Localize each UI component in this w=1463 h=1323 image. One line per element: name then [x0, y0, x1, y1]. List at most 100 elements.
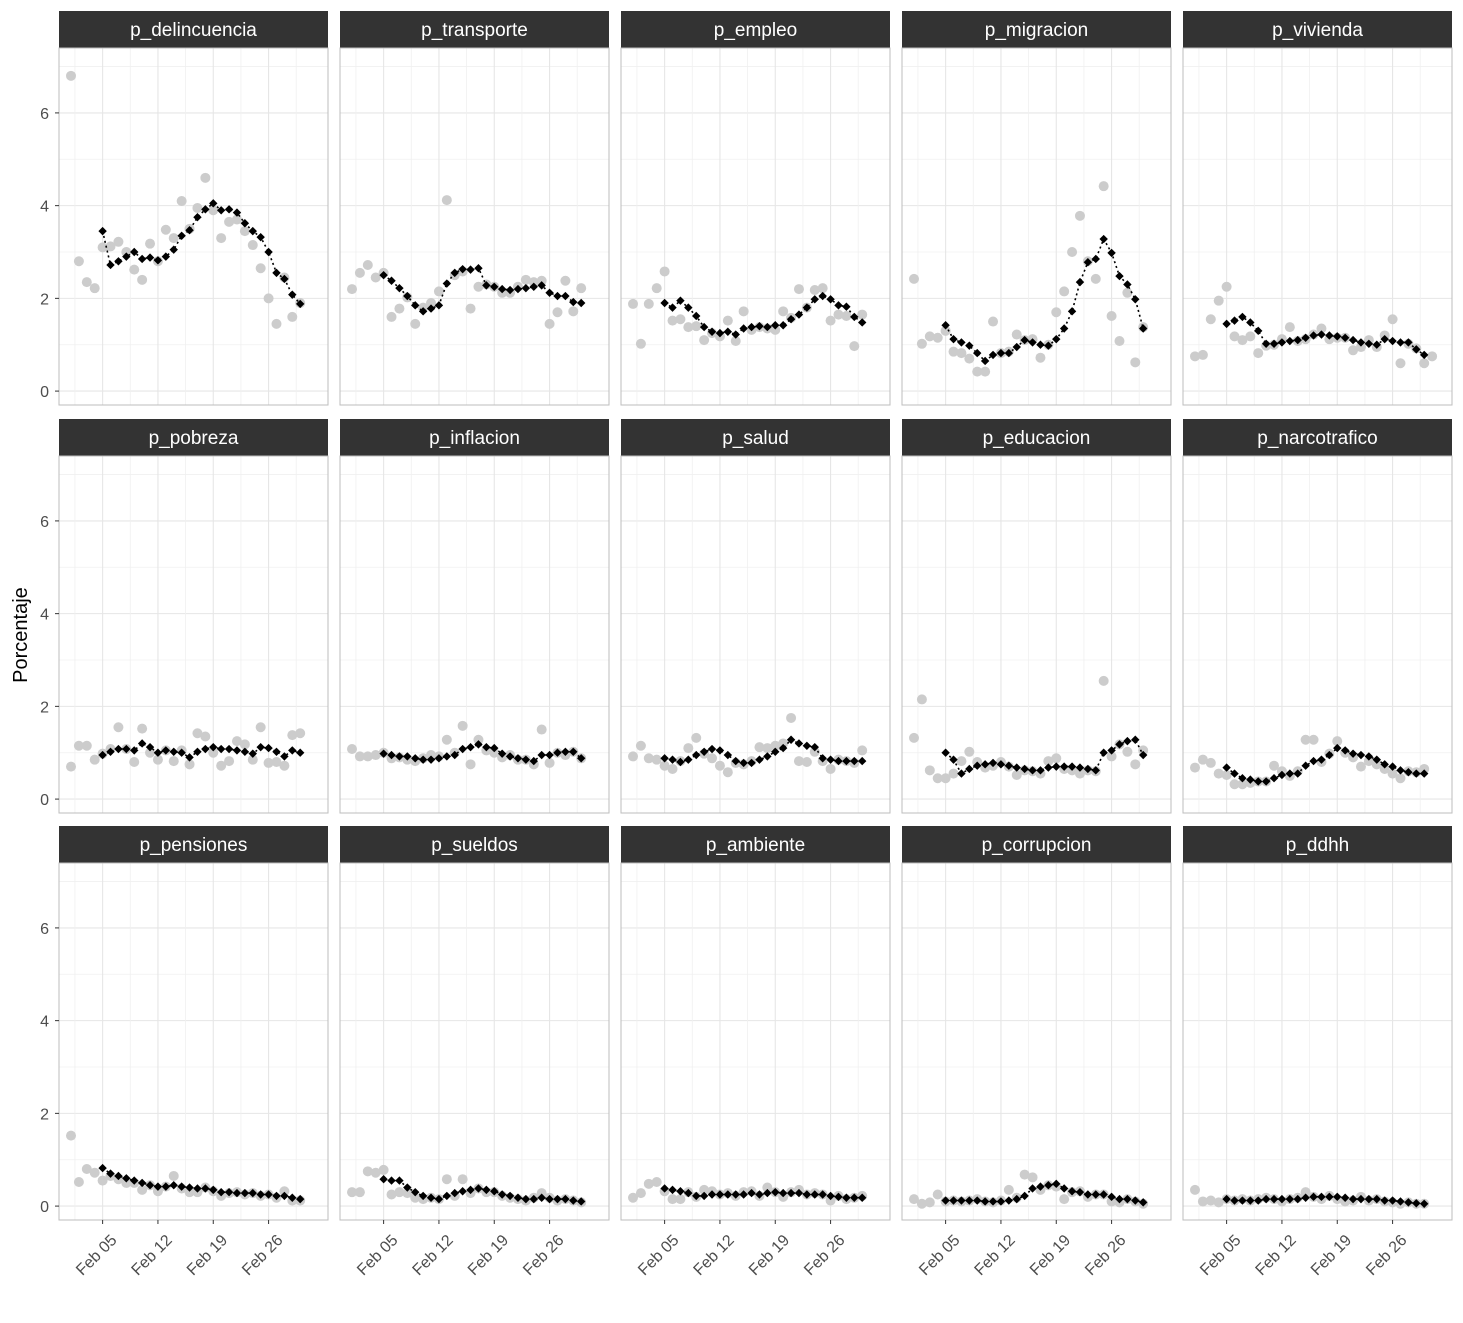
data-point [825, 763, 836, 774]
moving-average-point [941, 1196, 950, 1205]
data-point [1284, 322, 1295, 333]
panel-border [620, 862, 891, 1221]
data-point [916, 1198, 927, 1209]
moving-average-point [458, 1187, 467, 1196]
moving-average-point [715, 328, 725, 338]
moving-average-point [834, 301, 843, 310]
moving-average-point [240, 747, 250, 756]
moving-average-point [1246, 318, 1255, 327]
moving-average-point [513, 754, 523, 763]
x-tick-label: Feb 19 [465, 1232, 512, 1279]
moving-average-point [280, 274, 289, 284]
moving-average-point [723, 327, 733, 336]
moving-average-point [842, 1193, 851, 1202]
data-point [730, 336, 741, 347]
strip-label: p_sueldos [431, 835, 518, 856]
data-point [1090, 273, 1101, 284]
moving-average-point [193, 747, 202, 756]
moving-average-point [1230, 316, 1239, 325]
moving-average-point [1309, 756, 1318, 766]
moving-average-point [1067, 1187, 1077, 1196]
moving-average-point [513, 1193, 523, 1202]
data-point [643, 1178, 654, 1189]
data-point [145, 238, 156, 249]
panel-border [620, 47, 891, 406]
moving-average-point [668, 755, 677, 764]
panel-background [340, 456, 609, 813]
moving-average-point [529, 1194, 538, 1204]
strip-p_delincuencia [59, 11, 328, 48]
data-point [1190, 1184, 1200, 1195]
y-tick-label: 2 [40, 291, 49, 308]
moving-average-point [1317, 330, 1326, 339]
data-point [1027, 1172, 1038, 1183]
data-point [386, 1189, 397, 1200]
moving-average-point [130, 247, 139, 257]
data-point [1355, 761, 1366, 772]
data-point [433, 286, 444, 297]
data-point [489, 747, 500, 758]
moving-average-point [418, 755, 428, 764]
moving-average-point [177, 231, 186, 240]
moving-average-point [1325, 331, 1334, 340]
moving-average-point [474, 1184, 483, 1193]
strip-p_sueldos [340, 826, 609, 863]
panel-p_migracion: p_migracion [901, 11, 1172, 406]
data-point [1051, 753, 1062, 764]
moving-average-point [1052, 762, 1061, 771]
data-point [362, 259, 373, 270]
moving-average-point [379, 1175, 388, 1184]
moving-average-point [786, 315, 796, 324]
moving-average-point [122, 252, 131, 261]
moving-average-point [668, 303, 677, 312]
data-point [239, 226, 250, 237]
data-point [857, 745, 868, 756]
moving-average-point [1261, 339, 1271, 348]
data-point [809, 746, 820, 757]
data-point [675, 1194, 686, 1205]
data-point [354, 751, 365, 762]
moving-average-point [731, 756, 740, 766]
moving-average-point [1052, 1179, 1061, 1189]
data-point [113, 236, 124, 247]
data-point [1059, 286, 1070, 297]
moving-average-point [707, 327, 717, 336]
moving-average-point [1348, 335, 1358, 345]
moving-average-point [1123, 736, 1132, 746]
data-point [651, 754, 662, 765]
x-tick-label: Feb 05 [916, 1232, 963, 1279]
moving-average-point [1317, 755, 1326, 764]
data-point [410, 318, 421, 329]
moving-average-point [505, 1191, 515, 1201]
moving-average-point [771, 321, 780, 330]
moving-average-point [771, 747, 780, 756]
moving-average-point [1372, 340, 1381, 349]
moving-average-point [379, 749, 388, 758]
moving-average-point [280, 752, 289, 761]
moving-average-point [193, 213, 202, 222]
moving-average-point [256, 232, 265, 242]
panel-background [902, 456, 1171, 813]
data-point [536, 1188, 547, 1199]
data-point [940, 773, 951, 784]
moving-average-point [434, 754, 444, 763]
moving-average-point [106, 747, 115, 756]
moving-average-point [1269, 774, 1279, 783]
panel-background [1183, 863, 1452, 1220]
data-point [916, 694, 927, 705]
moving-average-point [474, 740, 483, 749]
x-tick-label: Feb 12 [129, 1232, 176, 1279]
moving-average-point [1380, 334, 1389, 344]
moving-average-point [98, 226, 107, 236]
moving-average-point [707, 1190, 717, 1199]
moving-average-point [1230, 769, 1239, 778]
moving-average-point [1404, 338, 1413, 347]
data-point [552, 307, 563, 318]
data-point [426, 298, 437, 308]
moving-average-point [145, 253, 155, 262]
moving-average-point [185, 226, 194, 235]
moving-average-point [466, 1185, 475, 1195]
data-point [1106, 751, 1117, 762]
moving-average-point [1356, 338, 1366, 347]
moving-average-point [1059, 762, 1069, 771]
